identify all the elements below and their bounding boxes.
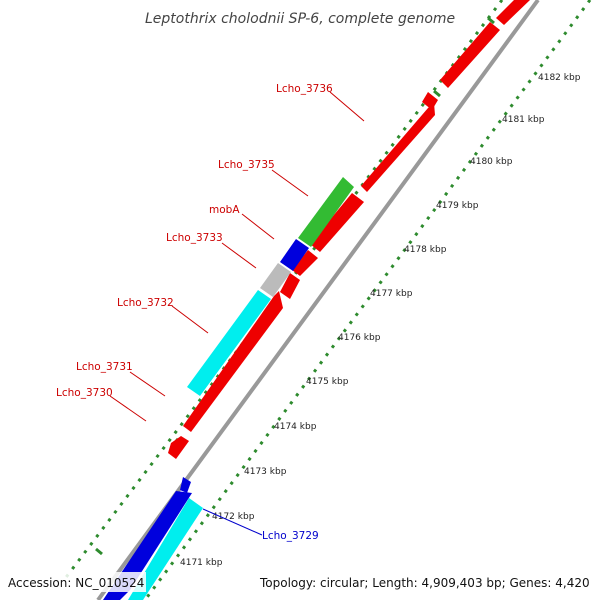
gene-label-lcho-3733[interactable]: Lcho_3733 — [166, 232, 223, 244]
gene-lcho-3732-cyan[interactable] — [187, 290, 271, 396]
gene-label-lcho-3732[interactable]: Lcho_3732 — [117, 297, 174, 309]
gene-lcho-3729[interactable] — [128, 498, 203, 600]
gene-label-lcho-3729[interactable]: Lcho_3729 — [262, 530, 319, 542]
gene-label-lcho-3736[interactable]: Lcho_3736 — [276, 83, 333, 95]
tick-label: 4171 kbp — [180, 558, 223, 568]
gene-label-lcho-3730[interactable]: Lcho_3730 — [56, 387, 113, 399]
tick-label: 4177 kbp — [370, 289, 413, 299]
gene-label-lcho-3731[interactable]: Lcho_3731 — [76, 361, 133, 373]
gene-red-mid-1[interactable] — [310, 193, 364, 252]
gene-label-lcho-3735[interactable]: Lcho_3735 — [218, 159, 275, 171]
inner-dotted-ring — [143, 0, 592, 600]
gene-lcho-3735[interactable] — [298, 177, 354, 247]
tick-label: 4181 kbp — [502, 115, 545, 125]
accession-text: Accession: NC_010524 — [8, 576, 144, 590]
gene-lcho-3731-3730[interactable] — [168, 436, 189, 459]
tick-label: 4174 kbp — [274, 422, 317, 432]
gene-red-small[interactable] — [280, 273, 300, 299]
tick-label: 4182 kbp — [538, 73, 581, 83]
tick-labels: 4171 kbp 4172 kbp 4173 kbp 4174 kbp 4175… — [180, 73, 581, 568]
gene-label-group: Lcho_3736 Lcho_3735 mobA Lcho_3733 Lcho_… — [56, 83, 365, 542]
gene-red-mid-2[interactable] — [292, 250, 318, 276]
tick-label: 4172 kbp — [212, 512, 255, 522]
tick-label: 4180 kbp — [470, 157, 513, 167]
gene-lcho-3732[interactable] — [183, 291, 283, 432]
tick-label: 4176 kbp — [338, 333, 381, 343]
tick-label: 4175 kbp — [306, 377, 349, 387]
gene-blue-lower-small[interactable] — [180, 477, 191, 493]
gene-moba[interactable] — [280, 239, 309, 271]
tick-label: 4178 kbp — [404, 245, 447, 255]
topology-text: Topology: circular; Length: 4,909,403 bp… — [259, 576, 590, 590]
footer-right-bg — [256, 572, 596, 592]
gene-lcho-3733[interactable] — [260, 263, 291, 297]
map-title: Leptothrix cholodnii SP-6, complete geno… — [145, 11, 455, 27]
footer-left-bg — [4, 572, 146, 592]
gene-red-top-2[interactable] — [496, 0, 530, 25]
gene-label-moba[interactable]: mobA — [209, 204, 240, 216]
gene-lcho-3736[interactable] — [361, 103, 435, 192]
gene-red-small-2[interactable] — [422, 92, 438, 110]
gene-red-top-1[interactable] — [440, 22, 500, 88]
tick-label: 4173 kbp — [244, 467, 287, 477]
tick-label: 4179 kbp — [436, 201, 479, 211]
